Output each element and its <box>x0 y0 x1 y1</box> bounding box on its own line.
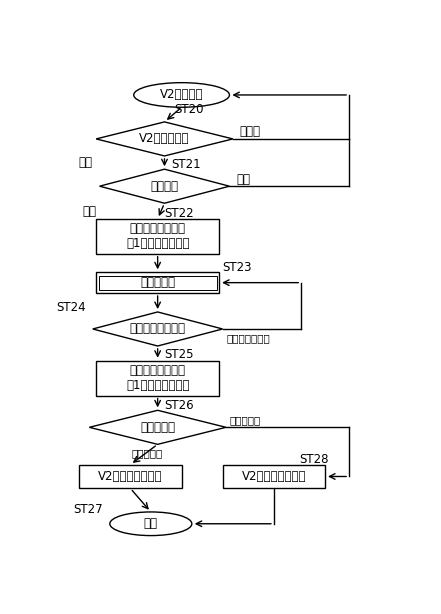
Text: ST25: ST25 <box>164 349 194 362</box>
Text: ST26: ST26 <box>164 399 194 412</box>
Text: ロック: ロック <box>240 125 261 138</box>
Text: ウエイト（２秒）: ウエイト（２秒） <box>130 322 186 335</box>
Bar <box>96 360 219 395</box>
Text: 電圧差判定: 電圧差判定 <box>140 421 175 434</box>
Text: ST20: ST20 <box>175 103 204 116</box>
Text: 規定値以下: 規定値以下 <box>229 415 261 426</box>
Text: V2判定処理: V2判定処理 <box>160 88 203 101</box>
Text: ST28: ST28 <box>299 454 329 467</box>
Polygon shape <box>89 410 226 445</box>
Polygon shape <box>93 312 223 346</box>
Text: 切替前電圧の演算
（1秒移動平均値）: 切替前電圧の演算 （1秒移動平均値） <box>126 222 189 251</box>
Text: なし: なし <box>236 173 250 185</box>
Bar <box>96 272 219 293</box>
Bar <box>223 465 325 488</box>
Ellipse shape <box>134 83 229 107</box>
Polygon shape <box>100 169 229 203</box>
Text: 終了: 終了 <box>144 517 158 530</box>
Ellipse shape <box>110 512 192 535</box>
Text: あり: あり <box>82 204 96 217</box>
Text: V2判定「逆送電」: V2判定「逆送電」 <box>242 470 306 483</box>
Text: タップ切替: タップ切替 <box>140 276 175 289</box>
Text: 解除: 解除 <box>79 156 93 169</box>
Text: V2判定「順送電」: V2判定「順送電」 <box>98 470 163 483</box>
Text: ST24: ST24 <box>56 301 86 314</box>
Polygon shape <box>96 122 233 156</box>
Text: ST27: ST27 <box>73 503 103 516</box>
Bar <box>96 219 219 254</box>
Text: 規定値以上: 規定値以上 <box>132 448 163 458</box>
Text: ST23: ST23 <box>223 261 252 274</box>
Bar <box>79 465 182 488</box>
Text: ST22: ST22 <box>164 207 194 220</box>
Text: タイムオーバー: タイムオーバー <box>226 333 270 343</box>
Text: V2判定ロック: V2判定ロック <box>139 133 190 146</box>
Text: 切替後電圧の演算
（1秒移動平均値）: 切替後電圧の演算 （1秒移動平均値） <box>126 364 189 392</box>
Text: 切替信号: 切替信号 <box>150 180 179 193</box>
Text: ST21: ST21 <box>172 158 201 171</box>
Bar <box>98 276 217 290</box>
